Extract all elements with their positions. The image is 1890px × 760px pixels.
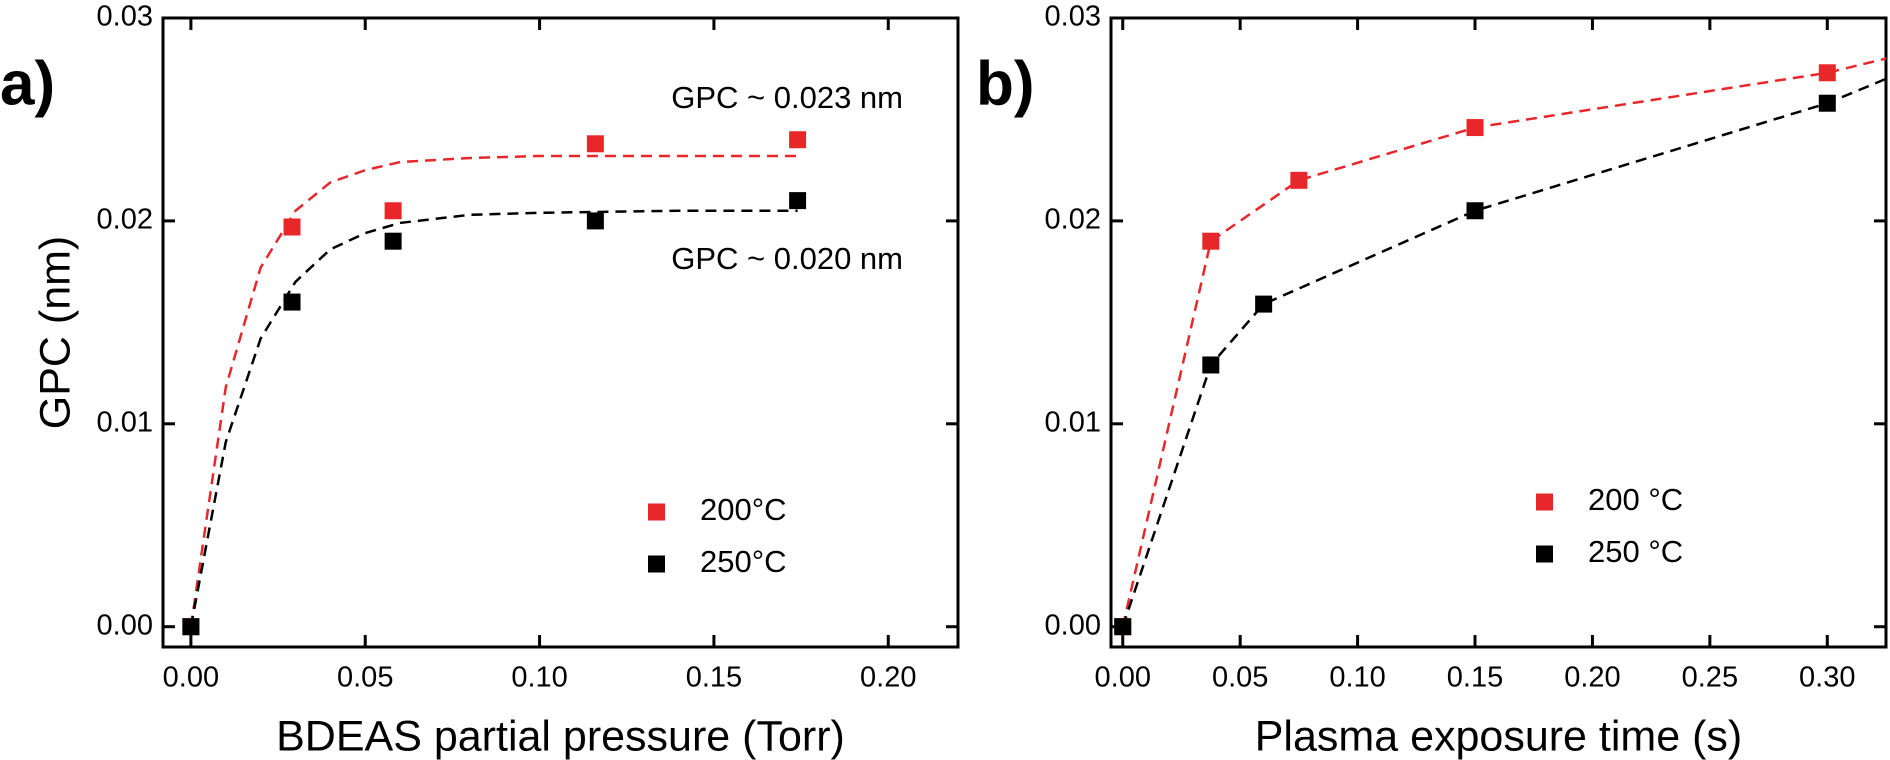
fit-line xyxy=(189,154,798,627)
annotation: GPC ~ 0.023 nm xyxy=(671,80,903,115)
marker xyxy=(1202,232,1220,250)
x-tick-label: 0.25 xyxy=(1682,662,1738,694)
legend-marker xyxy=(648,555,665,573)
x-tick-label: 0.30 xyxy=(1799,662,1855,694)
y-tick-label: 0.02 xyxy=(1045,204,1101,236)
marker xyxy=(1290,171,1308,189)
legend-marker xyxy=(648,503,665,521)
x-tick-label: 0.10 xyxy=(1329,662,1385,694)
marker xyxy=(384,232,402,250)
x-tick-label: 0.00 xyxy=(163,662,219,694)
marker xyxy=(586,212,604,230)
legend-label: 250°C xyxy=(700,544,787,579)
marker xyxy=(1818,64,1836,82)
y-tick-label: 0.03 xyxy=(1045,1,1101,33)
marker xyxy=(1466,119,1484,137)
y-tick-label: 0.02 xyxy=(97,204,153,236)
marker xyxy=(1202,356,1220,374)
panel-label: a) xyxy=(0,49,55,118)
marker xyxy=(182,618,200,636)
y-tick-label: 0.00 xyxy=(1045,609,1101,641)
marker xyxy=(283,293,301,311)
y-tick-label: 0.01 xyxy=(97,406,153,438)
marker xyxy=(1818,94,1836,112)
x-axis-title: Plasma exposure time (s) xyxy=(1255,712,1743,760)
x-tick-label: 0.05 xyxy=(1212,662,1268,694)
x-tick-label: 0.10 xyxy=(511,662,567,694)
y-tick-label: 0.01 xyxy=(1045,406,1101,438)
x-tick-label: 0.15 xyxy=(1447,662,1503,694)
y-tick-label: 0.03 xyxy=(97,1,153,33)
legend-marker xyxy=(1536,493,1553,511)
marker xyxy=(283,218,301,236)
plot-frame xyxy=(1109,16,1888,649)
x-axis-title: BDEAS partial pressure (Torr) xyxy=(276,712,845,760)
marker xyxy=(1255,295,1273,313)
fit-line xyxy=(1121,77,1887,628)
x-tick-label: 0.20 xyxy=(860,662,916,694)
fit-line xyxy=(189,209,798,627)
x-tick-label: 0.15 xyxy=(686,662,742,694)
marker xyxy=(789,131,807,149)
x-tick-label: 0.20 xyxy=(1564,662,1620,694)
marker xyxy=(586,135,604,153)
legend-label: 200°C xyxy=(700,492,787,527)
plot-frame xyxy=(161,16,960,649)
panel-label: b) xyxy=(976,49,1035,118)
y-tick-label: 0.00 xyxy=(97,609,153,641)
marker xyxy=(1114,618,1132,636)
y-axis-title: GPC (nm) xyxy=(31,236,79,430)
marker xyxy=(1466,202,1484,220)
annotation: GPC ~ 0.020 nm xyxy=(671,241,903,276)
marker xyxy=(789,192,807,210)
legend-label: 200 °C xyxy=(1588,482,1683,517)
marker xyxy=(384,202,402,220)
x-tick-label: 0.00 xyxy=(1095,662,1151,694)
legend-label: 250 °C xyxy=(1588,534,1683,569)
fit-line xyxy=(1121,57,1887,627)
x-tick-label: 0.05 xyxy=(337,662,393,694)
legend-marker xyxy=(1536,545,1553,563)
